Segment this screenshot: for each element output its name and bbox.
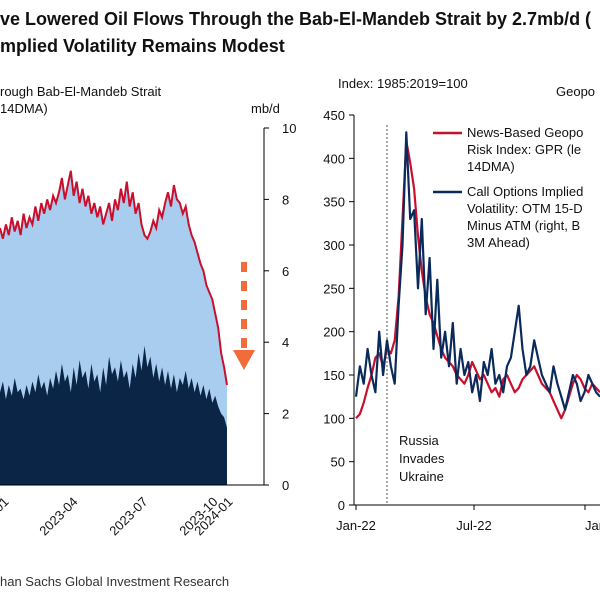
invasion-annotation: Russia Invades Ukraine — [399, 433, 445, 484]
legend-label-options: Volatility: OTM 15-D — [467, 201, 583, 216]
left-area-chart — [0, 170, 228, 486]
left-x-tick-label: 2023-07 — [106, 494, 150, 538]
lower-flow-area — [0, 345, 227, 485]
left-y-tick-label: 8 — [282, 192, 289, 207]
invasion-annotation-line: Ukraine — [399, 469, 444, 484]
right-y-tick-label: 400 — [323, 151, 345, 166]
left-x-tick: 2023-04 — [36, 494, 80, 538]
right-y-ticks: 0 50 100 150 200 250 300 350 400 450 — [323, 108, 354, 513]
legend-label-gpr: Risk Index: GPR (le — [467, 142, 581, 157]
right-legend: News-Based Geopo Risk Index: GPR (le 14DMA… — [433, 125, 583, 250]
right-x-tick-label: Jan- — [585, 518, 600, 533]
chart-title-line-1: ve Lowered Oil Flows Through the Bab-El-… — [0, 9, 592, 29]
right-y-tick-label: 350 — [323, 195, 345, 210]
total-flow-line — [0, 170, 228, 386]
legend-label-gpr: News-Based Geopo — [467, 125, 583, 140]
series-line-gpr — [355, 139, 600, 420]
right-y-tick-label: 100 — [323, 411, 345, 426]
left-y-tick-label: 4 — [282, 335, 289, 350]
left-y-tick-label: 10 — [282, 121, 296, 136]
right-line-chart — [354, 131, 600, 420]
right-x-tick-label: Jan-22 — [336, 518, 376, 533]
left-y-ticks: 0 2 4 6 8 10 — [264, 121, 296, 493]
legend-label-options: 3M Ahead) — [467, 235, 530, 250]
right-y-tick-label: 200 — [323, 325, 345, 340]
right-y-tick-label: 50 — [331, 455, 345, 470]
legend-label-options: Minus ATM (right, B — [467, 218, 580, 233]
series-line-options — [354, 131, 600, 411]
source-footer: han Sachs Global Investment Research — [0, 574, 230, 589]
left-y-axis-unit: mb/d — [251, 101, 280, 116]
left-y-tick-label: 2 — [282, 407, 289, 422]
decline-arrow-icon — [233, 262, 255, 370]
legend-label-gpr: 14DMA) — [467, 159, 515, 174]
left-y-tick-label: 0 — [282, 478, 289, 493]
left-panel-title-line-1: rough Bab-El-Mandeb Strait — [0, 84, 162, 99]
right-y-tick-label: 450 — [323, 108, 345, 123]
arrow-head — [233, 350, 255, 370]
right-y-tick-label: 250 — [323, 281, 345, 296]
right-x-ticks: Jan-22 Jul-22 Jan- — [336, 505, 600, 533]
right-panel-subtitle: Index: 1985:2019=100 — [338, 76, 468, 91]
left-y-tick-label: 6 — [282, 264, 289, 279]
invasion-annotation-line: Invades — [399, 451, 445, 466]
chart-title-line-2: mplied Volatility Remains Modest — [0, 36, 285, 56]
left-x-tick: 2023-07 — [106, 494, 150, 538]
right-y-tick-label: 150 — [323, 368, 345, 383]
right-x-tick-label: Jul-22 — [456, 518, 491, 533]
legend-label-options: Call Options Implied — [467, 184, 583, 199]
left-x-tick-label: 2023-04 — [36, 494, 80, 538]
left-panel-title-line-2: 14DMA) — [0, 101, 48, 116]
right-y-tick-label: 300 — [323, 238, 345, 253]
invasion-annotation-line: Russia — [399, 433, 440, 448]
chart-title: ve Lowered Oil Flows Through the Bab-El-… — [0, 6, 600, 60]
right-y-tick-label: 0 — [338, 498, 345, 513]
left-x-tick: 01 — [0, 494, 12, 515]
right-panel-title-fragment: Geopo — [556, 84, 595, 99]
left-x-tick-label: 01 — [0, 494, 12, 515]
